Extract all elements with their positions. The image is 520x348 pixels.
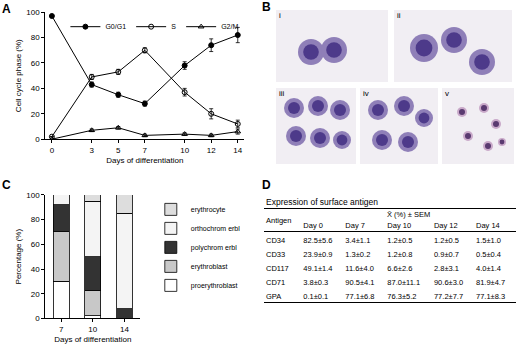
html-text:90.5±4.1: 90.5±4.1 [345,278,375,287]
svg-text:Days of differentiation: Days of differentiation [106,156,183,165]
html-text:3.8±0.3: 3.8±0.3 [303,278,329,287]
html-text:49.1±1.4: 49.1±1.4 [303,264,333,273]
html-text:82.5±5.6: 82.5±5.6 [303,236,333,245]
html-text:ii: ii [397,11,401,20]
svg-text:5: 5 [116,146,121,155]
html-text:0.1±0.1: 0.1±0.1 [303,292,329,301]
html-text:1.3±0.2: 1.3±0.2 [345,250,371,259]
svg-text:60: 60 [31,240,40,249]
html-text:Day 7: Day 7 [345,221,365,230]
html-text:11.6±4.0: 11.6±4.0 [345,264,374,273]
html-text:CD33: CD33 [266,250,286,259]
html-text:77.1±8.3: 77.1±8.3 [476,292,506,301]
html-text:1.2±0.8: 1.2±0.8 [387,250,413,259]
html-text:Day 0: Day 0 [303,221,323,230]
svg-text:14: 14 [120,325,129,334]
html-text:3.4±1.1: 3.4±1.1 [345,236,371,245]
html-text:0.5±0.4: 0.5±0.4 [476,250,501,259]
html-text:76.3±5.2: 76.3±5.2 [387,292,417,301]
svg-text:20: 20 [31,290,40,299]
html-text:6.6±2.6: 6.6±2.6 [387,264,413,273]
svg-text:Cell cycle phase (%): Cell cycle phase (%) [14,39,23,112]
html-text:87.0±11.1: 87.0±11.1 [387,278,421,287]
svg-text:7: 7 [143,146,148,155]
svg-text:14: 14 [233,146,242,155]
svg-text:40: 40 [31,265,40,274]
svg-text:80: 80 [31,33,40,42]
svg-text:G0/G1: G0/G1 [105,23,126,30]
html-text:v: v [445,89,449,98]
svg-text:Percentage (%): Percentage (%) [14,229,23,285]
html-text:X̄ (%) ± SEM: X̄ (%) ± SEM [387,210,431,219]
svg-text:erythrocyte: erythrocyte [191,206,226,214]
svg-text:10: 10 [88,325,97,334]
svg-text:0: 0 [35,314,40,323]
svg-text:S: S [171,23,176,30]
svg-text:20: 20 [31,110,40,119]
svg-text:60: 60 [31,59,40,68]
html-text:Antigen: Antigen [266,215,292,225]
svg-text:0: 0 [50,146,55,155]
html-text:23.9±0.9: 23.9±0.9 [303,250,333,259]
html-text:1.2±0.5: 1.2±0.5 [434,236,459,245]
html-text:1.2±0.5: 1.2±0.5 [387,236,413,245]
html-text:Day 10: Day 10 [387,221,412,230]
svg-text:100: 100 [26,191,40,200]
svg-text:proerythroblast: proerythroblast [191,282,238,290]
html-text:1.5±1.0: 1.5±1.0 [476,236,501,245]
html-text:Expression of surface antigen: Expression of surface antigen [266,197,378,207]
svg-text:erythroblast: erythroblast [191,263,228,271]
svg-text:3: 3 [89,146,94,155]
svg-text:G2/M: G2/M [221,23,238,30]
html-text:D: D [262,178,271,192]
html-text:90.6±3.0: 90.6±3.0 [434,278,464,287]
svg-text:0: 0 [35,135,40,144]
html-text:iii: iii [279,89,285,98]
svg-text:7: 7 [59,325,64,334]
html-text:81.9±4.7: 81.9±4.7 [476,278,506,287]
html-text:CD71: CD71 [266,278,286,287]
svg-text:orthochrom erbl: orthochrom erbl [191,225,240,232]
html-text:GPA: GPA [266,292,282,301]
svg-text:polychrom erbl: polychrom erbl [191,244,237,252]
html-text:CD117: CD117 [266,264,289,273]
html-text:2.8±3.1: 2.8±3.1 [434,264,459,273]
html-text:Day 14: Day 14 [476,221,500,230]
svg-text:C: C [2,178,11,192]
html-text:0.9±0.7: 0.9±0.7 [434,250,459,259]
html-text:iv: iv [363,89,369,98]
svg-text:12: 12 [207,146,216,155]
html-text:B: B [262,0,271,14]
html-text:i: i [279,11,281,20]
svg-text:10: 10 [180,146,189,155]
svg-text:A: A [2,2,11,16]
html-text:77.1±6.8: 77.1±6.8 [345,292,375,301]
html-text:77.2±7.7: 77.2±7.7 [434,292,464,301]
html-text:4.0±1.4: 4.0±1.4 [476,264,501,273]
svg-text:100: 100 [26,8,40,17]
svg-text:40: 40 [31,84,40,93]
html-text:Day 12: Day 12 [434,221,458,230]
html-text:CD34: CD34 [266,236,286,245]
svg-text:Days of differentiation: Days of differentiation [54,335,131,344]
svg-text:80: 80 [31,215,40,224]
